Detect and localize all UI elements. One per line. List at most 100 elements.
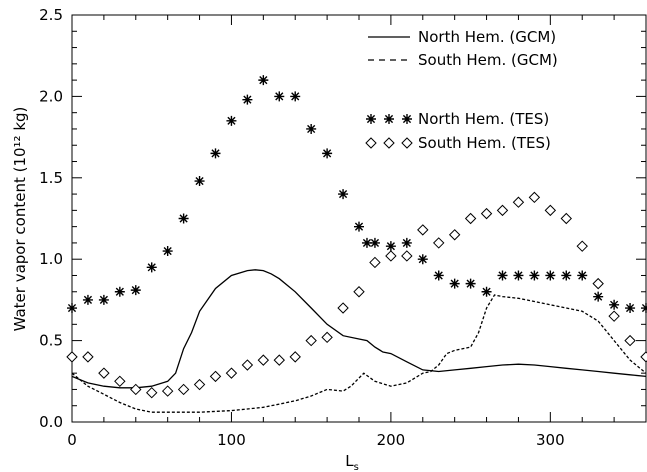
tes-south-point <box>321 331 333 344</box>
tes-south-point <box>337 302 349 314</box>
tes-north-point <box>513 270 524 281</box>
tes-north-point <box>449 278 460 289</box>
tes-south-point <box>624 334 636 347</box>
legend-item: North Hem. (TES) <box>366 110 549 128</box>
tes-north-point <box>226 115 237 126</box>
tes-north-point <box>290 91 301 102</box>
y-tick-label: 2.0 <box>39 87 63 105</box>
tes-south-point <box>608 310 620 322</box>
tes-south-point <box>177 383 190 396</box>
tes-north-point <box>529 270 540 281</box>
tes-south-point <box>385 250 397 262</box>
tes-north-point <box>98 294 109 305</box>
x-tick-labels: 0 100 200 300 <box>67 431 564 449</box>
tes-south-point <box>209 370 222 383</box>
tes-north-point <box>274 91 285 102</box>
tes-south-point <box>66 351 78 363</box>
tes-south-point <box>401 250 413 262</box>
legend: North Hem. (GCM) South Hem. (GCM) North He… <box>365 28 558 152</box>
tes-north-point <box>481 286 492 297</box>
tes-north-point <box>609 299 620 310</box>
tes-north-point <box>306 123 317 134</box>
tes-south-point <box>480 207 493 220</box>
tes-south-point <box>512 196 525 208</box>
tes-north-point <box>162 246 173 257</box>
series-markers <box>66 75 647 399</box>
plot-frame <box>71 14 647 423</box>
tes-north-point <box>369 237 380 248</box>
tes-south-point <box>257 354 270 366</box>
tes-north-point <box>194 176 205 187</box>
y-axis-label: Water vapor content (10¹² kg) <box>11 107 29 332</box>
tes-north-point <box>130 285 141 296</box>
tes-south-point <box>528 191 541 204</box>
tes-north-point <box>322 148 333 159</box>
tes-south-point <box>98 367 110 379</box>
y-tick-labels: 0.0 0.5 1.0 1.5 2.0 2.5 <box>39 6 63 431</box>
tes-south-point <box>417 224 429 236</box>
y-tick-label: 0.0 <box>39 413 63 431</box>
series-line-1 <box>71 294 647 413</box>
tes-north-point <box>67 303 77 314</box>
tes-south-point <box>544 204 557 217</box>
legend-diamond-marker <box>383 137 395 149</box>
legend-label: South Hem. (TES) <box>418 134 551 152</box>
tes-south-point <box>130 383 142 396</box>
tes-north-point <box>354 221 364 232</box>
tes-north-point <box>465 278 476 289</box>
tes-south-point <box>560 212 572 225</box>
tes-south-point <box>640 351 647 363</box>
series-line-0 <box>71 269 647 389</box>
tes-south-point <box>592 277 604 290</box>
legend-asterisk-marker <box>366 114 376 124</box>
legend-label: South Hem. (GCM) <box>418 51 558 69</box>
tes-south-point <box>433 237 445 249</box>
tes-south-point <box>225 367 238 379</box>
series-lines <box>71 269 647 413</box>
tes-north-point <box>114 286 125 297</box>
y-tick-label: 0.5 <box>39 332 63 350</box>
x-axis-label-sub: s <box>354 462 359 472</box>
tes-north-point <box>577 270 588 281</box>
x-tick-label: 0 <box>67 431 77 449</box>
tes-south-point <box>146 386 158 399</box>
legend-item: South Hem. (GCM) <box>368 51 558 69</box>
tes-north-point <box>146 262 157 273</box>
tes-north-point <box>625 303 636 314</box>
tes-north-point <box>417 254 428 265</box>
legend-label: North Hem. (TES) <box>418 110 549 128</box>
legend-asterisk-marker <box>402 114 412 124</box>
x-axis-label: Ls <box>345 452 359 472</box>
tes-north-point <box>561 270 572 281</box>
tes-south-point <box>289 351 301 363</box>
tes-north-point <box>338 189 349 200</box>
x-tick-label: 200 <box>377 431 406 449</box>
y-tick-label: 1.0 <box>39 250 63 268</box>
tes-south-point <box>273 354 285 366</box>
tes-south-point <box>353 286 365 298</box>
tes-north-point <box>82 294 93 305</box>
tes-south-point <box>114 375 126 388</box>
x-axis-label-main: L <box>345 452 354 470</box>
axis-ticks <box>71 14 646 423</box>
tes-south-point <box>576 240 588 252</box>
tes-south-point <box>241 359 254 371</box>
tes-north-point <box>641 303 647 314</box>
tes-north-point <box>401 237 412 248</box>
tes-north-point <box>361 237 372 248</box>
tes-north-point <box>433 270 444 281</box>
legend-item: North Hem. (GCM) <box>368 28 556 46</box>
x-tick-label: 300 <box>536 431 565 449</box>
tes-north-point <box>258 75 269 86</box>
tes-north-point <box>497 270 508 281</box>
tes-north-point <box>593 291 604 302</box>
tes-north-point <box>178 213 189 224</box>
legend-asterisk-marker <box>384 114 394 124</box>
x-tick-label: 100 <box>217 431 246 449</box>
tes-south-point <box>448 229 461 241</box>
tes-south-point <box>464 212 477 225</box>
tes-south-point <box>193 378 206 391</box>
tes-south-point <box>496 204 509 217</box>
y-tick-label: 1.5 <box>39 169 63 187</box>
